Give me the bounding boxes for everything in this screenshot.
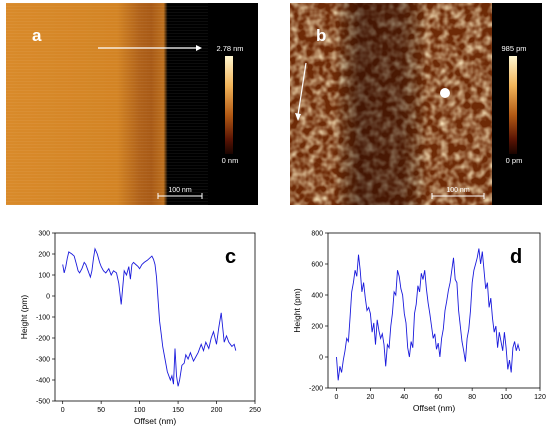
x-tick-label: 0 — [61, 407, 65, 414]
y-tick-label: 600 — [311, 262, 323, 269]
x-tick-label: 250 — [249, 407, 261, 414]
bright-particle — [440, 88, 450, 98]
y-tick-label: 0 — [319, 355, 323, 362]
y-tick-label: 200 — [311, 324, 323, 331]
y-tick-label: -300 — [36, 357, 50, 364]
series-line — [336, 248, 521, 381]
x-tick-label: 150 — [172, 407, 184, 414]
y-tick-label: -500 — [36, 399, 50, 406]
y-tick-label: -100 — [36, 315, 50, 322]
y-tick-label: 300 — [38, 231, 50, 238]
panel-letter-b: b — [316, 26, 326, 45]
colorbar-min-b: 0 pm — [506, 156, 523, 165]
series-line — [62, 247, 237, 387]
colorbar-b — [509, 56, 517, 154]
y-tick-label: 400 — [311, 293, 323, 300]
afm-image-b-canvas: 100 nm 985 pm 0 pm b — [290, 3, 542, 205]
x-tick-label: 40 — [400, 394, 408, 401]
plot-frame — [327, 232, 541, 389]
x-tick-label: 20 — [367, 394, 375, 401]
afm-image-b: 100 nm 985 pm 0 pm b — [290, 3, 542, 205]
panel-letter-a: a — [32, 26, 42, 45]
colorbar-max-b: 985 pm — [501, 44, 526, 53]
height-profile-chart-c: 0 50 100 150 200 250 -500 -400 -300 -200 -100 0 100 2… — [19, 231, 261, 427]
x-axis-title: Offset (nm) — [413, 403, 456, 413]
x-tick-label: 100 — [500, 394, 512, 401]
afm-image-a: 100 nm 2.78 nm 0 nm a — [6, 3, 258, 205]
x-tick-label: 80 — [468, 394, 476, 401]
y-tick-label: 100 — [38, 273, 50, 280]
panel-letter-d: d — [510, 246, 522, 268]
x-tick-label: 50 — [97, 407, 105, 414]
y-tick-label: 200 — [38, 252, 50, 259]
y-tick-label: 0 — [46, 294, 50, 301]
y-tick-label: -400 — [36, 378, 50, 385]
afm-image-a-canvas: 100 nm 2.78 nm 0 nm a — [6, 3, 258, 205]
scalebar-label-a: 100 nm — [168, 187, 192, 194]
panel-letter-c: c — [225, 246, 236, 268]
colorbar-min-a: 0 nm — [222, 156, 239, 165]
x-tick-label: 200 — [211, 407, 223, 414]
x-tick-label: 0 — [335, 394, 339, 401]
y-tick-label: -200 — [36, 336, 50, 343]
x-tick-label: 120 — [534, 394, 546, 401]
y-tick-label: 800 — [311, 231, 323, 238]
y-tick-label: -200 — [309, 386, 323, 393]
colorbar-a — [225, 56, 233, 154]
y-axis-title: Height (pm) — [19, 295, 29, 340]
profile-arrow-b — [297, 62, 307, 116]
scalebar-label-b: 100 nm — [446, 187, 470, 194]
x-axis-title: Offset (nm) — [134, 416, 177, 426]
colorbar-max-a: 2.78 nm — [216, 44, 243, 53]
height-profile-chart-d: 0 20 40 60 80 100 120 -200 0 200 400 600 800 Offset (… — [292, 231, 546, 414]
x-tick-label: 100 — [134, 407, 146, 414]
x-tick-label: 60 — [434, 394, 442, 401]
y-axis-title: Height (pm) — [292, 288, 302, 333]
